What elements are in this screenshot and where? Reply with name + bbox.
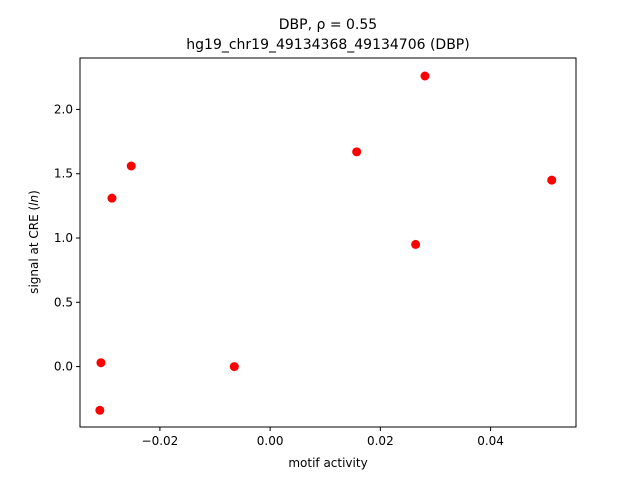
y-axis-ticks: 0.0 0.5 1.0 1.5 2.0 (54, 102, 80, 374)
data-point (420, 71, 430, 81)
y-tick-label: 2.0 (54, 102, 73, 116)
chart-title: DBP, ρ = 0.55 hg19_chr19_49134368_491347… (186, 17, 469, 53)
data-point (95, 405, 105, 415)
subtitle-text: hg19_chr19_49134368_49134706 (DBP) (186, 37, 469, 53)
data-point (411, 239, 421, 249)
data-point (107, 193, 117, 203)
data-point (547, 175, 557, 185)
x-tick-label: −0.02 (142, 434, 179, 448)
data-point (229, 362, 239, 372)
y-tick-label: 0.0 (54, 360, 73, 374)
data-point (352, 147, 362, 157)
x-tick-label: 0.00 (257, 434, 284, 448)
x-axis-ticks: −0.02 0.00 0.02 0.04 (142, 427, 504, 448)
y-tick-label: 1.5 (54, 167, 73, 181)
data-points (95, 71, 557, 415)
title-text: DBP, ρ = 0.55 (279, 17, 377, 33)
x-tick-label: 0.02 (367, 434, 394, 448)
plot-area-frame (79, 57, 577, 428)
x-tick-label: 0.04 (477, 434, 504, 448)
x-axis-label: motif activity (288, 456, 367, 470)
y-tick-label: 0.5 (54, 295, 73, 309)
data-point (126, 161, 136, 171)
data-point (96, 358, 106, 368)
y-axis-label: signal at CRE (ln) (27, 190, 41, 294)
y-tick-label: 1.0 (54, 231, 73, 245)
